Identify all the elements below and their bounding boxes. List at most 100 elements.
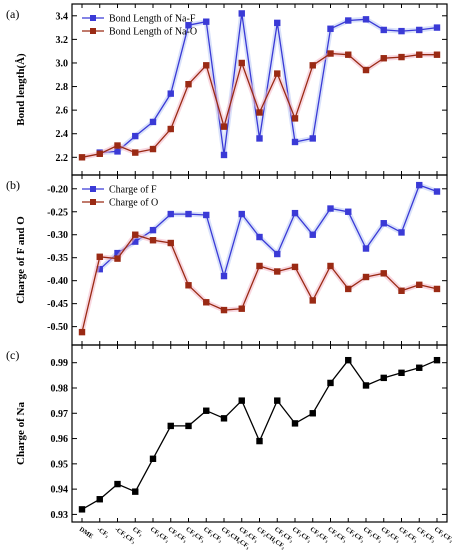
data-point: [132, 488, 139, 495]
data-point: [380, 374, 387, 382]
data-point: [96, 150, 103, 157]
y-tick-label: -0.35: [47, 253, 68, 264]
data-point: [327, 25, 334, 32]
data-point: [238, 305, 245, 312]
chart-panel-1: 2.2 2.4 2.6 2.8 3.0 3.2 3.4 Bond length(Å) (a) Bo…: [6, 3, 448, 176]
series-2: [78, 50, 441, 161]
data-point: [362, 273, 370, 281]
data-point: [114, 148, 121, 155]
data-point: [327, 50, 334, 57]
data-point: [238, 10, 245, 17]
y-tick-label: 3.0: [56, 58, 69, 69]
data-point: [167, 90, 174, 97]
y-tick-label: 0.98: [51, 383, 69, 394]
y-tick-label: 0.99: [51, 358, 69, 369]
data-point: [291, 420, 299, 427]
series-1: [96, 181, 441, 280]
y-tick-label: 3.4: [56, 11, 69, 22]
y-axis-label: Charge of Na: [15, 402, 27, 465]
data-point: [433, 285, 441, 293]
data-point: [96, 496, 103, 503]
data-point: [433, 24, 441, 31]
data-point: [309, 410, 316, 417]
data-point: [167, 125, 174, 133]
data-point: [362, 16, 370, 23]
data-point: [167, 239, 174, 247]
legend: Charge of F Charge of O: [82, 185, 158, 209]
y-tick-label: 2.8: [56, 82, 69, 93]
y-tick-label: -0.45: [47, 299, 68, 310]
data-point: [256, 233, 263, 241]
y-tick-label: 0.93: [51, 510, 69, 521]
data-point: [416, 51, 423, 58]
legend-marker: [90, 28, 96, 34]
legend: Bond Length of Na-F Bond Length of Na-O: [82, 14, 197, 38]
data-point: [380, 26, 387, 34]
data-point: [345, 208, 352, 215]
data-point: [274, 268, 281, 275]
data-point: [220, 306, 228, 314]
data-point: [291, 209, 299, 217]
data-point: [78, 328, 86, 336]
legend-entry: Bond Length of Na-F: [109, 14, 196, 25]
y-tick-label: 2.2: [56, 153, 69, 164]
data-point: [114, 142, 121, 149]
data-point: [203, 18, 210, 25]
legend-marker: [90, 199, 96, 205]
y-tick-label: 0.96: [51, 434, 69, 445]
panel-label: (a): [6, 7, 19, 21]
data-point: [238, 59, 245, 67]
data-point: [114, 249, 121, 257]
data-point: [256, 437, 263, 445]
data-point: [345, 285, 352, 293]
chart-panel-2: -0.50 -0.45 -0.40 -0.35 -0.30 -0.25 -0.20 Charg…: [6, 174, 448, 346]
data-point: [416, 26, 423, 34]
data-point: [238, 210, 245, 218]
data-point: [132, 231, 139, 238]
data-point: [327, 205, 334, 212]
series-1: [78, 356, 441, 513]
data-point: [149, 118, 157, 126]
legend-marker: [90, 186, 96, 192]
data-point: [327, 379, 334, 387]
data-point: [362, 66, 370, 74]
data-point: [274, 250, 281, 258]
legend-entry: Charge of F: [109, 185, 157, 196]
data-point: [167, 422, 174, 430]
data-point: [203, 299, 210, 306]
y-tick-label: 0.97: [51, 409, 69, 420]
data-point: [309, 135, 316, 142]
data-point: [185, 422, 192, 430]
data-point: [203, 211, 210, 219]
data-point: [291, 115, 299, 122]
y-tick-label: 0.94: [51, 485, 69, 496]
y-tick-label: 0.95: [51, 459, 69, 470]
data-point: [380, 55, 387, 62]
data-point: [256, 135, 263, 142]
data-point: [203, 62, 210, 69]
data-point: [132, 238, 139, 245]
data-point: [78, 154, 86, 161]
data-point: [256, 262, 263, 270]
data-point: [291, 263, 299, 271]
y-tick-label: -0.20: [47, 184, 68, 195]
y-axis-label: Charge of F and O: [15, 216, 27, 304]
legend-entry: Charge of O: [109, 198, 158, 209]
data-point: [220, 272, 228, 280]
data-point: [380, 220, 387, 227]
y-tick-label: 2.6: [56, 106, 69, 117]
y-tick-label: -0.25: [47, 207, 68, 218]
data-point: [220, 151, 228, 159]
panel-label: (b): [6, 178, 20, 192]
data-point: [96, 253, 103, 260]
data-point: [78, 506, 86, 513]
chart-panels: 2.2 2.4 2.6 2.8 3.0 3.2 3.4 Bond length(Å) (a) Bo…: [6, 3, 454, 550]
data-point: [256, 109, 263, 116]
data-point: [327, 262, 334, 270]
data-point: [185, 22, 192, 29]
data-point: [380, 270, 387, 277]
y-axis-label: Bond length(Å): [15, 53, 27, 126]
data-point: [416, 281, 423, 289]
